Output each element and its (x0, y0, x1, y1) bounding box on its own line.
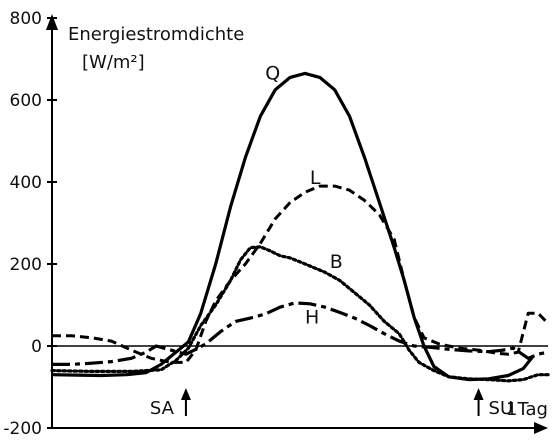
series-group (50, 71, 550, 383)
y-tick-label: 200 (10, 255, 42, 275)
x-axis-arrow (534, 422, 548, 434)
y-tick-label: 600 (10, 91, 42, 111)
y-axis-title-line1: Energiestromdichte (68, 24, 244, 45)
y-tick-label: 0 (31, 337, 42, 357)
series-h-label: H (305, 306, 319, 328)
y-ticks-group: 800 600 400 200 0 -200 (3, 9, 57, 439)
y-tick-label: 400 (10, 173, 42, 193)
series-l-label: L (310, 167, 321, 189)
series-q-label: Q (265, 63, 280, 85)
x-end-label: 1Tag (506, 399, 548, 420)
marker-arrow-head (180, 388, 191, 400)
series-q-line (51, 71, 535, 382)
series-b-label: B (330, 251, 343, 273)
series-b-line (50, 245, 550, 383)
y-axis-arrow (46, 14, 58, 30)
y-axis-title-line2: [W/m²] (82, 52, 145, 73)
y-tick-label: 800 (10, 9, 42, 29)
marker-su-label: SU (489, 398, 514, 419)
marker-sa-label: SA (150, 398, 175, 419)
y-tick-label: -200 (3, 419, 42, 439)
series-l-line (52, 184, 550, 364)
labels-group: Q L B H SA SU (150, 63, 513, 420)
axes-group (46, 14, 548, 434)
series-h-line (52, 301, 549, 366)
marker-arrow-head (473, 388, 484, 400)
